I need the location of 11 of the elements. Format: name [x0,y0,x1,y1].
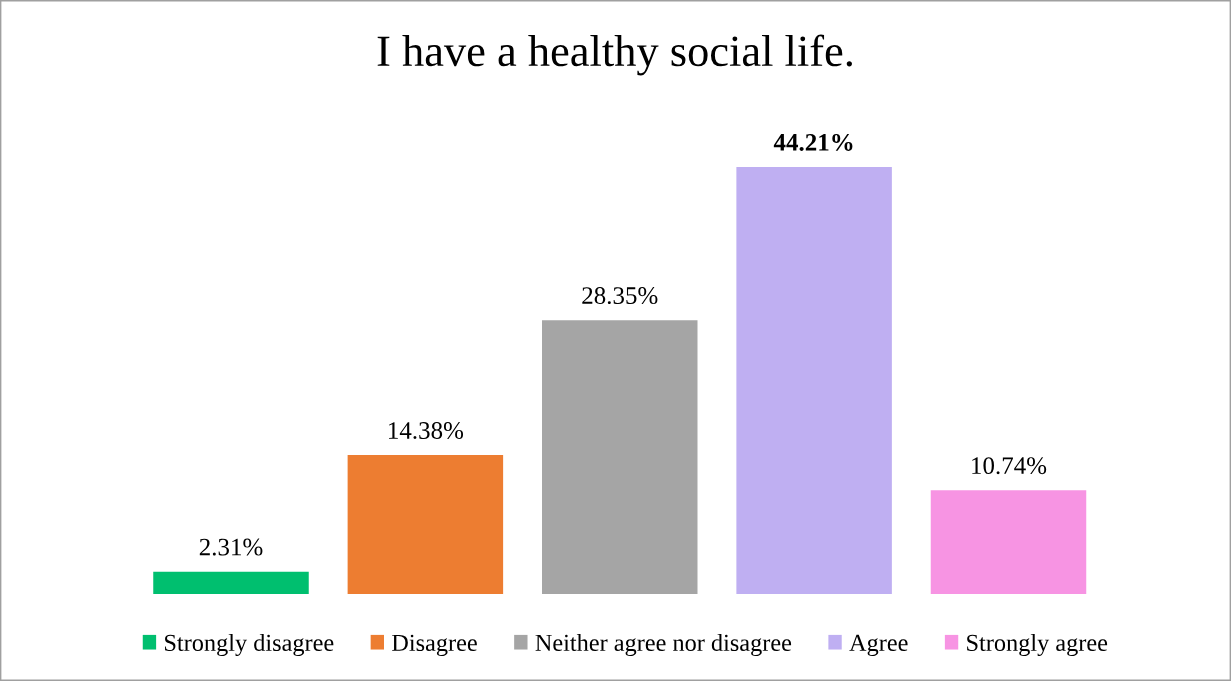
legend-label: Neither agree nor disagree [535,633,792,657]
chart-title: I have a healthy social life. [377,34,852,76]
legend-label: Disagree [392,634,477,657]
legend-label: Strongly disagree [165,633,334,657]
data-label: 28.35% [582,287,658,305]
data-label: 10.74% [972,457,1047,475]
legend-label: Agree [849,634,908,657]
legend-label: Strongly agree [967,633,1108,657]
data-label: 44.21% [773,133,853,151]
data-label: 2.31% [199,538,263,556]
data-label: 14.38% [389,422,464,440]
